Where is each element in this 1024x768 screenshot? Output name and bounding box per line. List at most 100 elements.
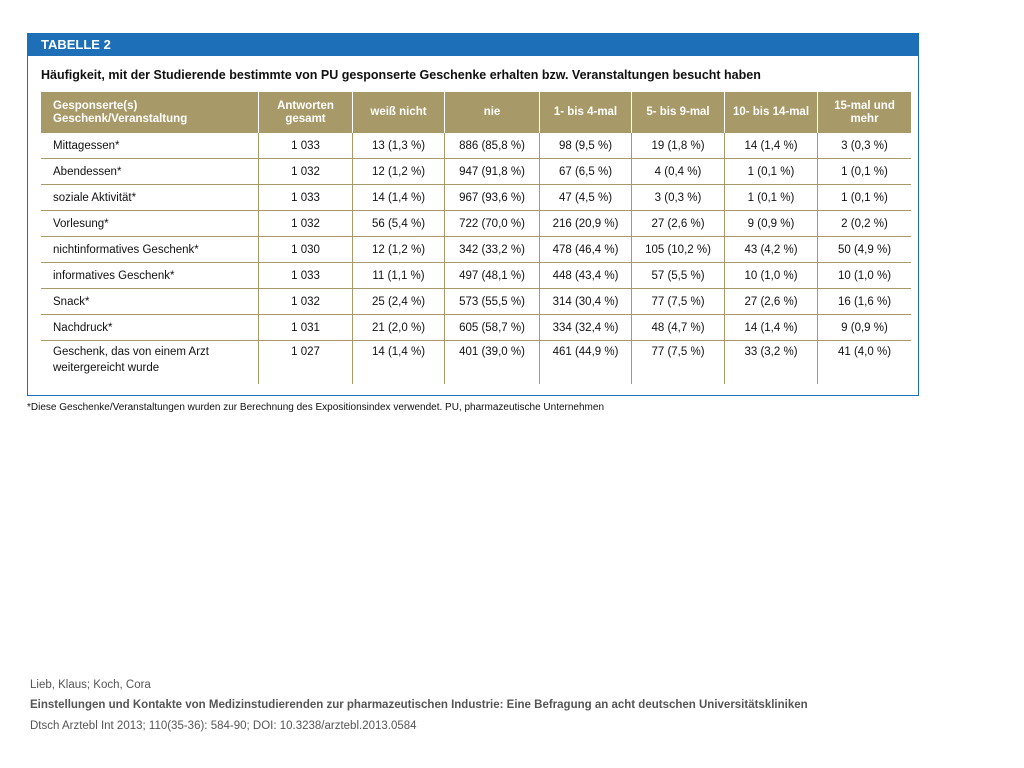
table-cell: 497 (48,1 %) xyxy=(444,262,540,289)
table-cell: 14 (1,4 %) xyxy=(352,340,445,384)
table-cell: 2 (0,2 %) xyxy=(817,210,911,237)
table-cell: 9 (0,9 %) xyxy=(817,314,911,341)
table-cell: 48 (4,7 %) xyxy=(631,314,725,341)
table-cell: 1 (0,1 %) xyxy=(817,184,911,211)
column-header: weiß nicht xyxy=(352,92,445,133)
table-cell: 1 030 xyxy=(258,236,353,263)
column-header: 10- bis 14-mal xyxy=(724,92,818,133)
table-title: Häufigkeit, mit der Studierende bestimmt… xyxy=(41,68,761,82)
table-cell: 1 032 xyxy=(258,288,353,315)
table-cell: 27 (2,6 %) xyxy=(724,288,818,315)
table-row: Mittagessen* 1 033 13 (1,3 %) 886 (85,8 %) 9… xyxy=(41,133,911,159)
table-cell: 11 (1,1 %) xyxy=(352,262,445,289)
table-cell: 1 (0,1 %) xyxy=(724,158,818,185)
table-cell: 334 (32,4 %) xyxy=(539,314,632,341)
row-label: Abendessen* xyxy=(41,158,259,185)
table-cell: 605 (58,7 %) xyxy=(444,314,540,341)
table-cell: 33 (3,2 %) xyxy=(724,340,818,384)
table-cell: 1 032 xyxy=(258,158,353,185)
row-label: Snack* xyxy=(41,288,259,315)
table-cell: 9 (0,9 %) xyxy=(724,210,818,237)
table-cell: 21 (2,0 %) xyxy=(352,314,445,341)
row-label: Mittagessen* xyxy=(41,133,259,159)
column-header: Antworten gesamt xyxy=(258,92,353,133)
table-cell: 1 032 xyxy=(258,210,353,237)
table-cell: 12 (1,2 %) xyxy=(352,158,445,185)
table-row: informatives Geschenk* 1 033 11 (1,1 %) 497… xyxy=(41,262,911,289)
table-cell: 342 (33,2 %) xyxy=(444,236,540,263)
row-label: soziale Aktivität* xyxy=(41,184,259,211)
table-cell: 47 (4,5 %) xyxy=(539,184,632,211)
table-cell: 1 (0,1 %) xyxy=(817,158,911,185)
column-header: 15-mal und mehr xyxy=(817,92,911,133)
column-header: 5- bis 9-mal xyxy=(631,92,725,133)
table-row: Snack* 1 032 25 (2,4 %) 573 (55,5 %) 314 (30… xyxy=(41,288,911,315)
table-cell: 25 (2,4 %) xyxy=(352,288,445,315)
data-table: Gesponserte(s) Geschenk/Veranstaltung Ant… xyxy=(41,92,911,384)
table-cell: 98 (9,5 %) xyxy=(539,133,632,159)
table-cell: 77 (7,5 %) xyxy=(631,288,725,315)
table-cell: 448 (43,4 %) xyxy=(539,262,632,289)
table-cell: 401 (39,0 %) xyxy=(444,340,540,384)
row-label: Vorlesung* xyxy=(41,210,259,237)
authors: Lieb, Klaus; Koch, Cora xyxy=(30,679,151,691)
table-cell: 27 (2,6 %) xyxy=(631,210,725,237)
table-body: Mittagessen* 1 033 13 (1,3 %) 886 (85,8 %) 9… xyxy=(41,133,911,384)
table-cell: 3 (0,3 %) xyxy=(631,184,725,211)
table-row: Geschenk, das von einem Arzt weitergerei… xyxy=(41,340,911,384)
header-row: Gesponserte(s) Geschenk/Veranstaltung Ant… xyxy=(41,92,911,133)
table-cell: 10 (1,0 %) xyxy=(817,262,911,289)
table-cell: 722 (70,0 %) xyxy=(444,210,540,237)
table-cell: 14 (1,4 %) xyxy=(352,184,445,211)
table-cell: 56 (5,4 %) xyxy=(352,210,445,237)
table-cell: 43 (4,2 %) xyxy=(724,236,818,263)
table-cell: 67 (6,5 %) xyxy=(539,158,632,185)
table-cell: 1 027 xyxy=(258,340,353,384)
table-cell: 50 (4,9 %) xyxy=(817,236,911,263)
footnote: *Diese Geschenke/Veranstaltungen wurden … xyxy=(27,402,605,413)
row-label: Nachdruck* xyxy=(41,314,259,341)
table-cell: 14 (1,4 %) xyxy=(724,133,818,159)
table-cell: 461 (44,9 %) xyxy=(539,340,632,384)
table-cell: 947 (91,8 %) xyxy=(444,158,540,185)
table-cell: 1 033 xyxy=(258,133,353,159)
table-cell: 19 (1,8 %) xyxy=(631,133,725,159)
table-row: Vorlesung* 1 032 56 (5,4 %) 722 (70,0 %) 216… xyxy=(41,210,911,237)
column-header: Gesponserte(s) Geschenk/Veranstaltung xyxy=(41,92,259,133)
source: Dtsch Arztebl Int 2013; 110(35-36): 584-… xyxy=(30,720,417,732)
table-cell: 314 (30,4 %) xyxy=(539,288,632,315)
table-label: TABELLE 2 xyxy=(28,34,918,56)
table-cell: 967 (93,6 %) xyxy=(444,184,540,211)
table-cell: 10 (1,0 %) xyxy=(724,262,818,289)
column-header: 1- bis 4-mal xyxy=(539,92,632,133)
table-frame: TABELLE 2 Häufigkeit, mit der Studierend… xyxy=(27,33,919,396)
table-cell: 1 (0,1 %) xyxy=(724,184,818,211)
table-cell: 57 (5,5 %) xyxy=(631,262,725,289)
table-cell: 1 031 xyxy=(258,314,353,341)
row-label: Geschenk, das von einem Arzt weitergerei… xyxy=(53,346,209,374)
table-cell: 41 (4,0 %) xyxy=(817,340,911,384)
table-cell: 216 (20,9 %) xyxy=(539,210,632,237)
table-cell: 16 (1,6 %) xyxy=(817,288,911,315)
column-header: nie xyxy=(444,92,540,133)
table-cell: 77 (7,5 %) xyxy=(631,340,725,384)
table-cell: 478 (46,4 %) xyxy=(539,236,632,263)
row-label: informatives Geschenk* xyxy=(41,262,259,289)
table-cell: 3 (0,3 %) xyxy=(817,133,911,159)
table-row: soziale Aktivität* 1 033 14 (1,4 %) 967 (93… xyxy=(41,184,911,211)
table-row: Abendessen* 1 032 12 (1,2 %) 947 (91,8 %) 67… xyxy=(41,158,911,185)
table-cell: 573 (55,5 %) xyxy=(444,288,540,315)
table-cell: 886 (85,8 %) xyxy=(444,133,540,159)
table-cell: 13 (1,3 %) xyxy=(352,133,445,159)
table-cell: 1 033 xyxy=(258,262,353,289)
table-cell: 4 (0,4 %) xyxy=(631,158,725,185)
table-row: Nachdruck* 1 031 21 (2,0 %) 605 (58,7 %) 334… xyxy=(41,314,911,341)
table-cell: 1 033 xyxy=(258,184,353,211)
table-cell: 12 (1,2 %) xyxy=(352,236,445,263)
table-cell: 105 (10,2 %) xyxy=(631,236,725,263)
table-cell: 14 (1,4 %) xyxy=(724,314,818,341)
table-row: nichtinformatives Geschenk* 1 030 12 (1,2 … xyxy=(41,236,911,263)
row-label: nichtinformatives Geschenk* xyxy=(41,236,259,263)
article-title: Einstellungen und Kontakte von Medizinst… xyxy=(30,699,808,711)
